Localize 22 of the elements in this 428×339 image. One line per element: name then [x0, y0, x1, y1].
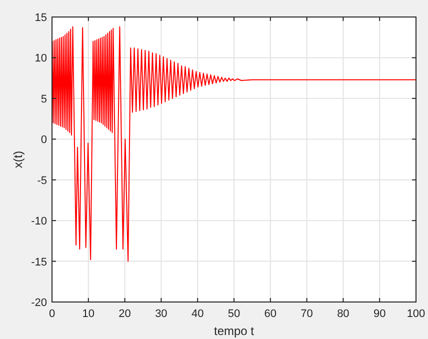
y-tick-label: -5 — [37, 174, 47, 187]
y-tick-label: -20 — [31, 297, 47, 309]
x-tick-label: 30 — [155, 308, 168, 320]
x-tick-label: 80 — [337, 308, 350, 320]
y-tick-label: -10 — [31, 216, 47, 228]
y-tick-label: 15 — [34, 12, 47, 24]
y-tick-label: 0 — [40, 134, 47, 146]
x-tick-label: 60 — [264, 308, 277, 320]
x-tick-label: 90 — [373, 308, 386, 320]
y-tick-label: 5 — [40, 93, 47, 106]
x-tick-label: 0 — [48, 308, 56, 320]
y-tick-label: -15 — [31, 256, 47, 268]
x-tick-label: 20 — [118, 308, 131, 320]
x-tick-label: 100 — [406, 308, 426, 320]
x-axis-title: tempo t — [214, 324, 255, 338]
line-series — [52, 26, 416, 262]
y-axis-title: x(t) — [11, 150, 25, 168]
x-tick-label: 70 — [300, 308, 313, 320]
x-tick-label: 40 — [191, 308, 204, 320]
x-tick-label: 50 — [228, 308, 240, 320]
y-tick-label: 10 — [34, 52, 47, 65]
x-tick-label: 10 — [82, 308, 95, 320]
